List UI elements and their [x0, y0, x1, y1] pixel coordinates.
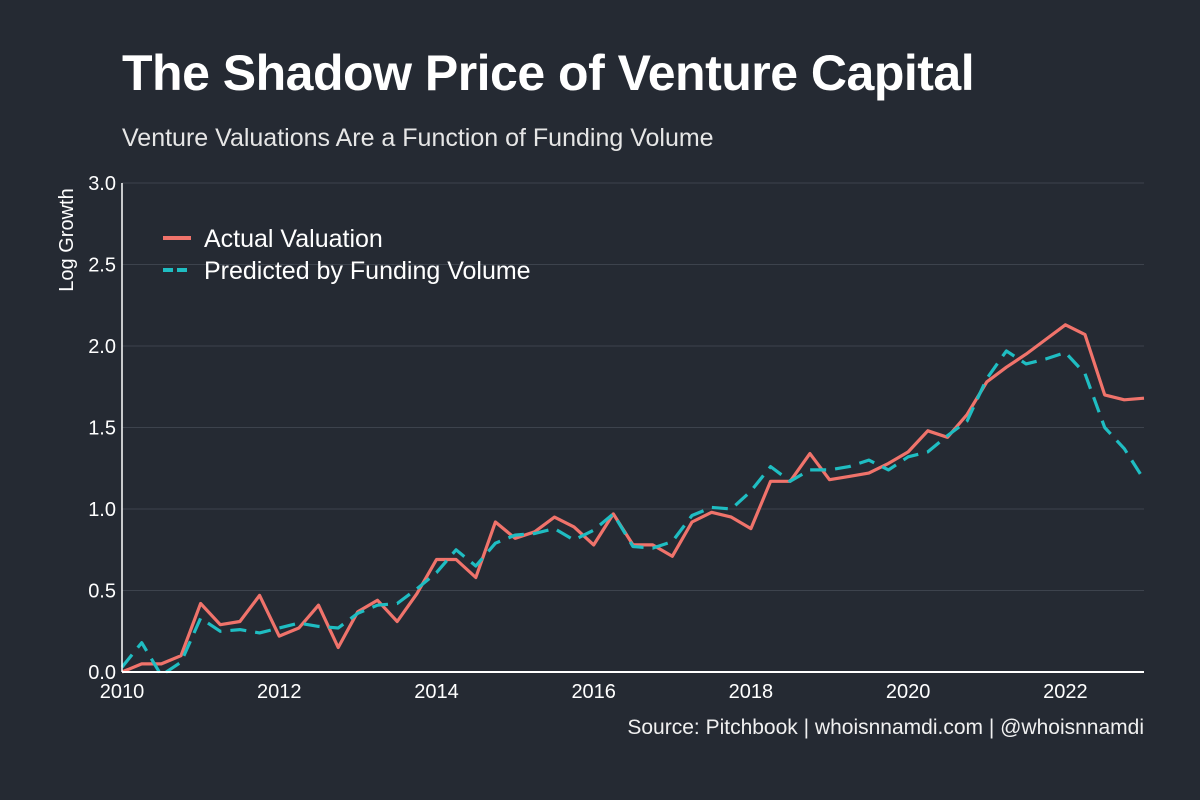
legend-label: Predicted by Funding Volume [204, 257, 531, 285]
x-tick-label: 2012 [257, 681, 302, 703]
y-tick-label: 2.0 [88, 336, 116, 358]
y-tick-labels: 0.0 0.5 1.0 1.5 2.0 2.5 3.0 [88, 173, 116, 684]
grid-lines [122, 182, 1144, 591]
series-actual-line [121, 323, 1145, 674]
x-tick-label: 2016 [571, 681, 616, 703]
x-tick-label: 2014 [414, 681, 459, 703]
source-note: Source: Pitchbook | whoisnnamdi.com | @w… [627, 716, 1144, 739]
chart-title: The Shadow Price of Venture Capital [122, 45, 975, 101]
series-lines [120, 323, 1146, 677]
y-tick-label: 0.5 [88, 581, 116, 603]
legend: Actual Valuation Predicted by Funding Vol… [163, 225, 531, 285]
x-tick-label: 2018 [729, 681, 774, 703]
y-tick-label: 2.5 [88, 255, 116, 277]
chart-subtitle: Venture Valuations Are a Function of Fun… [122, 124, 714, 152]
x-tick-label: 2010 [100, 681, 145, 703]
series-predicted-line [120, 349, 1146, 677]
x-tick-label: 2022 [1043, 681, 1088, 703]
x-tick-labels: 2010 2012 2014 2016 2018 2020 2022 [100, 681, 1088, 703]
y-tick-label: 1.0 [88, 499, 116, 521]
legend-label: Actual Valuation [204, 225, 383, 253]
x-tick-label: 2020 [886, 681, 931, 703]
y-tick-label: 1.5 [88, 418, 116, 440]
y-tick-label: 3.0 [88, 173, 116, 195]
y-axis-title: Log Growth [56, 188, 78, 291]
y-tick-label: 0.0 [88, 662, 116, 684]
